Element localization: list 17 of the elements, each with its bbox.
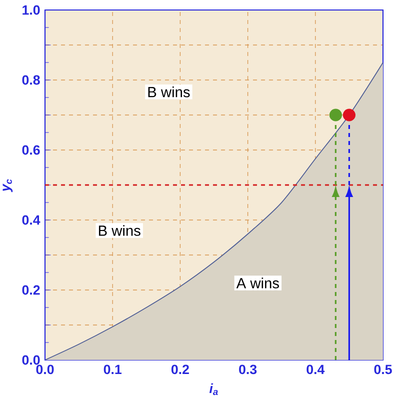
y-tick-label: 0.6 <box>22 145 40 155</box>
y-tick-label: 0.4 <box>22 215 40 225</box>
y-tick-label: 0.8 <box>22 75 40 85</box>
y-axis-title: y$_{c}$ <box>2 179 13 192</box>
x-tick-label: 0.5 <box>374 364 392 374</box>
y-tick-label: 0.0 <box>22 355 40 365</box>
x-tick-label: 0.4 <box>306 364 325 374</box>
x-axis-title: i$_{a}$ <box>209 383 218 396</box>
x-tick-label: 0.1 <box>104 364 122 374</box>
annotation: A wins <box>236 278 279 288</box>
annotation: B wins <box>148 86 190 98</box>
x-tick-label: 0.2 <box>171 364 189 374</box>
x-tick-label: 0.0 <box>36 364 54 374</box>
y-tick-label: 1.0 <box>22 5 40 15</box>
annotation: B wins <box>98 225 140 236</box>
y-tick-label: 0.2 <box>22 285 40 295</box>
x-tick-label: 0.3 <box>239 364 257 374</box>
